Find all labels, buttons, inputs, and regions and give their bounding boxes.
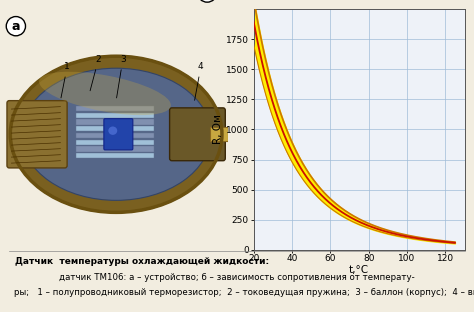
Bar <box>76 119 154 125</box>
X-axis label: t,°C: t,°C <box>349 265 369 275</box>
Bar <box>76 153 154 158</box>
Bar <box>210 127 228 142</box>
Bar <box>76 113 154 118</box>
Text: Датчик  температуры охлаждающей жидкости:: Датчик температуры охлаждающей жидкости: <box>15 257 269 266</box>
Y-axis label: R, Ом: R, Ом <box>213 115 223 144</box>
Bar <box>76 126 154 131</box>
Text: ры;   1 – полупроводниковый терморезистор;  2 – токоведущая пружина;  3 – баллон: ры; 1 – полупроводниковый терморезистор;… <box>14 288 474 297</box>
Text: 4: 4 <box>195 62 204 100</box>
Ellipse shape <box>10 56 222 212</box>
Ellipse shape <box>21 68 211 200</box>
Ellipse shape <box>39 72 171 115</box>
Bar <box>76 106 154 111</box>
Text: 1: 1 <box>61 62 70 98</box>
Bar <box>76 139 154 145</box>
Ellipse shape <box>109 126 117 135</box>
Text: датчик ТМ106: а – устройство; б – зависимость сопротивления от температу-: датчик ТМ106: а – устройство; б – зависи… <box>59 273 415 282</box>
FancyBboxPatch shape <box>7 101 67 168</box>
Text: 3: 3 <box>117 55 126 98</box>
FancyBboxPatch shape <box>104 119 133 150</box>
Bar <box>76 146 154 152</box>
Text: 2: 2 <box>90 55 101 91</box>
Bar <box>76 133 154 138</box>
FancyBboxPatch shape <box>170 108 225 161</box>
Text: а: а <box>12 20 20 33</box>
